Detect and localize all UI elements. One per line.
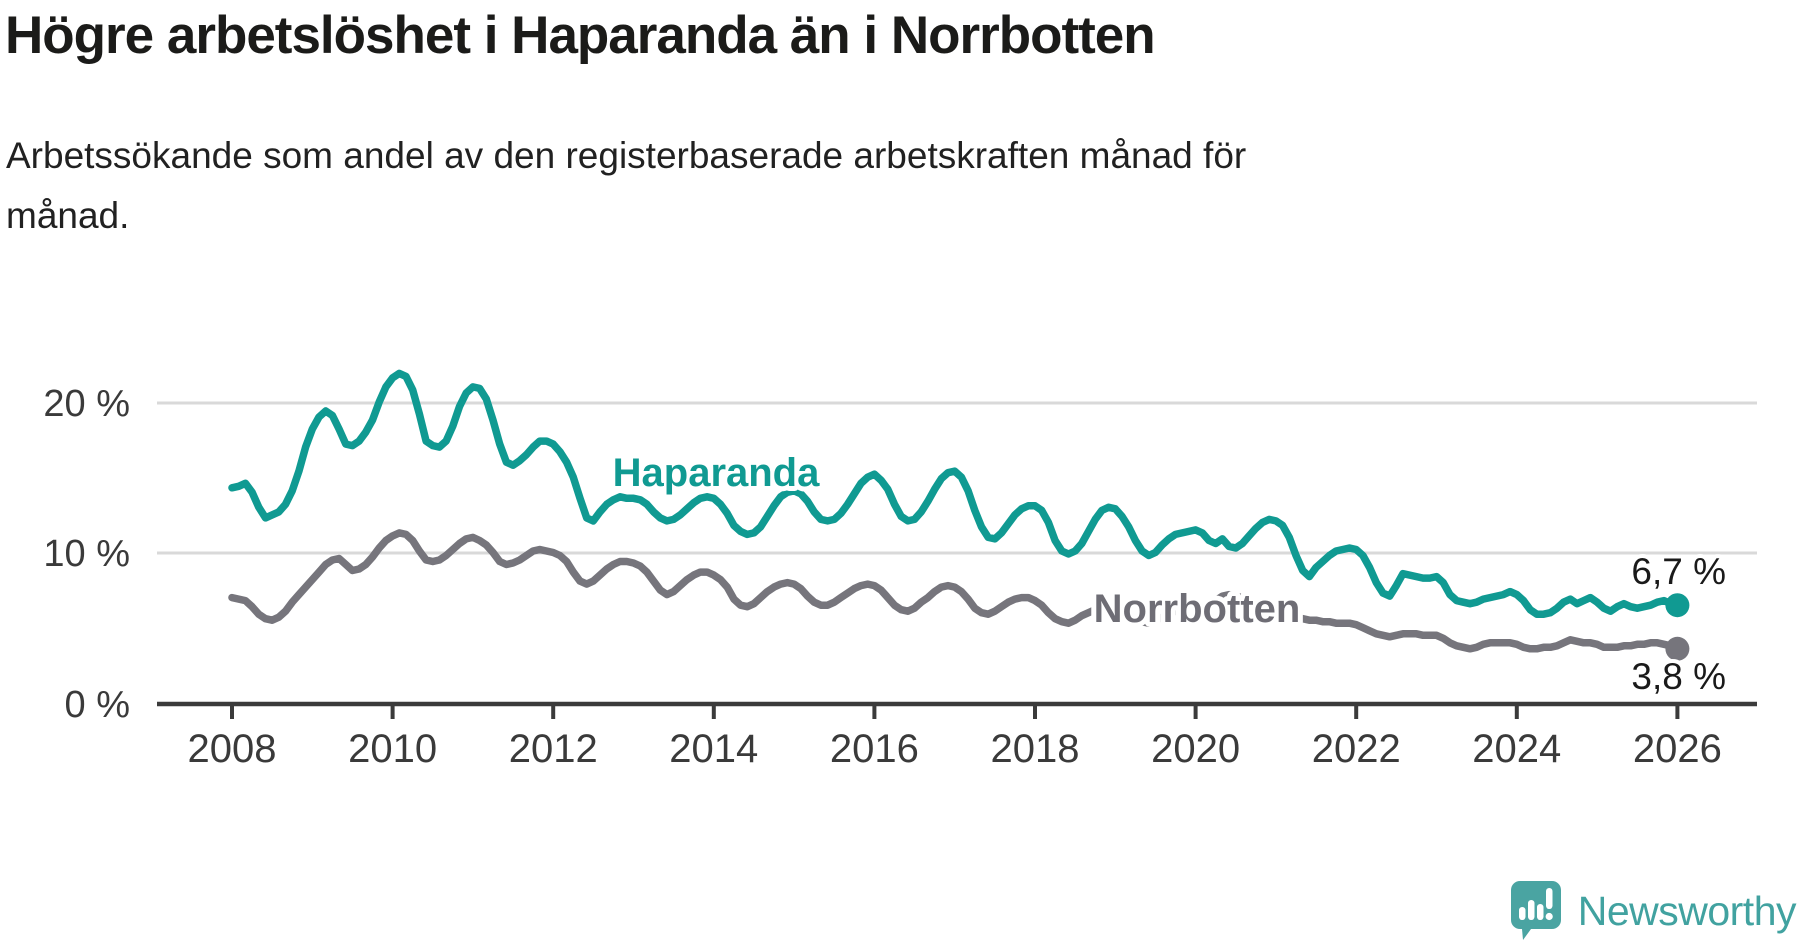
y-tick-label-20: 20 % bbox=[43, 383, 130, 425]
x-tick-label-2020: 2020 bbox=[1151, 727, 1240, 771]
norrbotten-end-dot bbox=[1665, 636, 1690, 661]
subtitle-line-2: månad. bbox=[6, 195, 130, 236]
haparanda-series-label: Haparanda bbox=[613, 451, 820, 495]
y-tick-label-0: 0 % bbox=[65, 684, 130, 726]
newsworthy-logo: Newsworthy bbox=[1510, 880, 1797, 942]
x-tick-label-2008: 2008 bbox=[188, 727, 277, 771]
x-tick-label-2018: 2018 bbox=[991, 727, 1080, 771]
y-axis-labels: 20 % 10 % 0 % bbox=[43, 383, 130, 726]
x-tick-label-2016: 2016 bbox=[830, 727, 919, 771]
haparanda-line-series bbox=[228, 369, 1682, 618]
haparanda-end-value-label: 6,7 % bbox=[1631, 551, 1726, 592]
y-tick-label-10: 10 % bbox=[43, 533, 130, 575]
x-tick-label-2010: 2010 bbox=[348, 727, 437, 771]
newsworthy-logo-text: Newsworthy bbox=[1577, 887, 1797, 934]
x-tick-label-2024: 2024 bbox=[1472, 727, 1561, 771]
norrbotten-line-series bbox=[228, 529, 1682, 653]
chart-subtitle: Arbetssökande som andel av den registerb… bbox=[6, 126, 1246, 246]
newsworthy-logo-mark-icon bbox=[1510, 881, 1561, 940]
subtitle-line-1: Arbetssökande som andel av den registerb… bbox=[6, 135, 1247, 176]
x-axis-ticks: 2008 2010 2012 2014 2016 2018 2020 2022 2024 2026 bbox=[188, 706, 1722, 771]
x-tick-label-2026: 2026 bbox=[1633, 727, 1722, 771]
page-title: Högre arbetslöshet i Haparanda än i Norr… bbox=[5, 6, 1156, 65]
norrbotten-series-label: Norrbotten bbox=[1094, 587, 1301, 631]
haparanda-end-dot bbox=[1665, 593, 1690, 618]
x-tick-label-2014: 2014 bbox=[669, 727, 758, 771]
x-tick-label-2022: 2022 bbox=[1312, 727, 1401, 771]
x-tick-label-2012: 2012 bbox=[509, 727, 598, 771]
norrbotten-end-value-label: 3,8 % bbox=[1631, 656, 1726, 697]
